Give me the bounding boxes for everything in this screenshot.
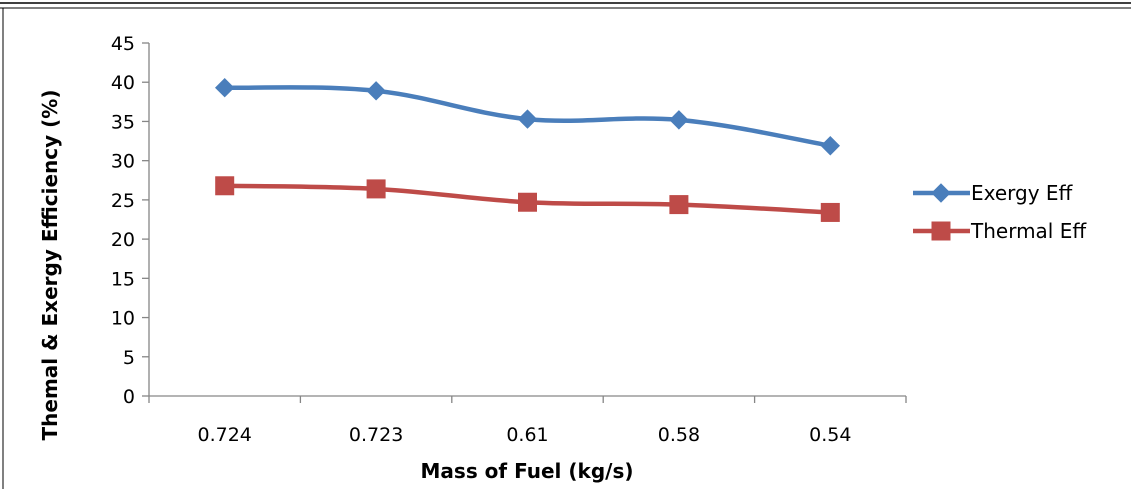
data-point bbox=[366, 81, 386, 101]
y-tick-label: 30 bbox=[111, 151, 135, 173]
y-tick-label: 5 bbox=[123, 347, 135, 369]
legend: Exergy Eff Thermal Eff bbox=[913, 181, 1087, 243]
series-group bbox=[214, 78, 841, 222]
x-tick-label: 0.58 bbox=[658, 424, 700, 446]
data-point bbox=[669, 195, 689, 215]
y-tick-label: 45 bbox=[111, 33, 135, 55]
y-tick-label: 40 bbox=[111, 72, 135, 94]
x-tick-label: 0.723 bbox=[349, 424, 403, 446]
y-tick-label: 25 bbox=[111, 190, 135, 212]
series-thermal-eff bbox=[215, 176, 840, 222]
data-point bbox=[518, 192, 537, 212]
legend-label: Exergy Eff bbox=[971, 181, 1074, 205]
x-tick-label: 0.54 bbox=[809, 424, 851, 446]
legend-marker bbox=[931, 183, 951, 203]
x-axis-title: Mass of Fuel (kg/s) bbox=[421, 459, 634, 483]
series-exergy-eff bbox=[214, 78, 841, 156]
legend-marker bbox=[931, 221, 951, 241]
data-point bbox=[820, 136, 841, 156]
x-tick-label: 0.724 bbox=[197, 424, 251, 446]
legend-item: Thermal Eff bbox=[913, 219, 1087, 243]
data-point bbox=[669, 110, 689, 130]
data-point bbox=[214, 78, 235, 98]
y-axis-title: Themal & Exergy Efficiency (%) bbox=[38, 90, 62, 441]
data-point bbox=[215, 176, 235, 196]
y-tick-label: 15 bbox=[111, 268, 135, 290]
x-tick-label: 0.61 bbox=[506, 424, 548, 446]
y-tick-label: 10 bbox=[111, 308, 135, 330]
data-point bbox=[820, 202, 840, 222]
y-tick-label: 20 bbox=[111, 229, 135, 251]
y-tick-label: 35 bbox=[111, 111, 135, 133]
data-point bbox=[366, 179, 386, 199]
data-point bbox=[517, 109, 538, 129]
axes: 0 5 10 15 20 25 30 35 40 45 0.724 0.723 0.61 0.58 0.54 bbox=[111, 33, 907, 446]
legend-label: Thermal Eff bbox=[970, 219, 1087, 243]
legend-item: Exergy Eff bbox=[913, 181, 1074, 205]
y-tick-label: 0 bbox=[123, 386, 135, 408]
